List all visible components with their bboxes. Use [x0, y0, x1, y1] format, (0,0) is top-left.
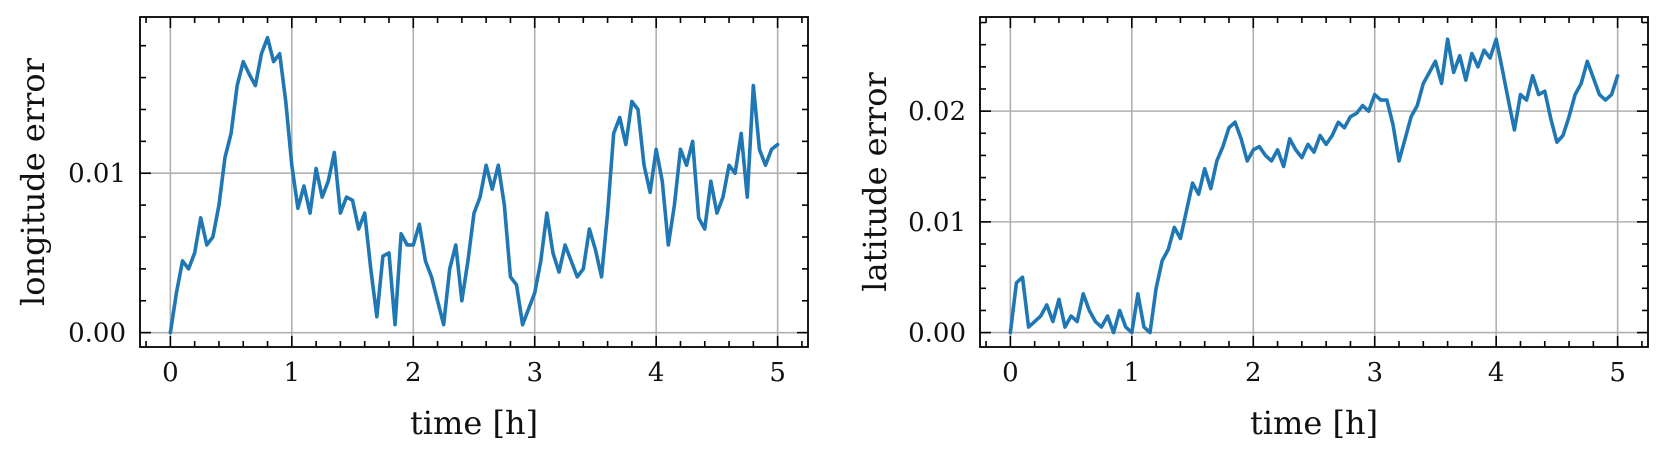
latitude-error-y-tick-label: 0.00 [908, 319, 966, 349]
longitude-error-series-line [168, 35, 780, 335]
latitude-error-grid [980, 17, 1648, 347]
longitude-error-y-axis-label: longitude error [14, 57, 52, 306]
longitude-error-x-tick-label: 2 [405, 358, 422, 388]
latitude-error-tick-labels: 0 1 2 3 4 5 0.00 0.01 0.02 [908, 97, 1626, 388]
longitude-error-x-tick-label: 0 [162, 358, 179, 388]
latitude-error-plot-frame [979, 16, 1649, 348]
latitude-error-ticks [980, 17, 1648, 347]
latitude-error-x-tick-label: 1 [1124, 358, 1141, 388]
longitude-error-x-tick-label: 1 [284, 358, 301, 388]
latitude-error-x-tick-label: 3 [1366, 358, 1383, 388]
latitude-error-x-tick-label: 4 [1488, 358, 1505, 388]
longitude-error-x-tick-label: 4 [648, 358, 665, 388]
latitude-error-x-axis-label: time [h] [1250, 404, 1378, 442]
latitude-error-x-tick-label: 5 [1609, 358, 1626, 388]
longitude-error-tick-labels: 0 1 2 3 4 5 0.00 0.01 [68, 159, 786, 388]
latitude-error-y-tick-label: 0.02 [908, 97, 966, 127]
longitude-error-series [168, 35, 780, 335]
longitude-error-y-tick-label: 0.00 [68, 319, 126, 349]
longitude-error-chart: 0 1 2 3 4 5 0.00 0.01 time [h] longitude error [14, 16, 809, 442]
latitude-error-series-line [1008, 37, 1620, 335]
longitude-error-x-tick-label: 5 [769, 358, 786, 388]
latitude-error-y-axis-label: latitude error [856, 72, 894, 292]
longitude-error-x-tick-label: 3 [526, 358, 543, 388]
longitude-error-y-tick-label: 0.01 [68, 159, 126, 189]
latitude-error-series [1008, 37, 1620, 335]
longitude-error-ticks [140, 17, 808, 347]
latitude-error-x-tick-label: 2 [1245, 358, 1262, 388]
longitude-error-x-axis-label: time [h] [410, 404, 538, 442]
longitude-error-plot-frame [139, 16, 809, 348]
latitude-error-x-tick-label: 0 [1002, 358, 1019, 388]
latitude-error-chart: 0 1 2 3 4 5 0.00 0.01 0.02 time [h] latitude err… [856, 16, 1649, 442]
longitude-error-grid [140, 17, 808, 347]
latitude-error-y-tick-label: 0.01 [908, 208, 966, 238]
